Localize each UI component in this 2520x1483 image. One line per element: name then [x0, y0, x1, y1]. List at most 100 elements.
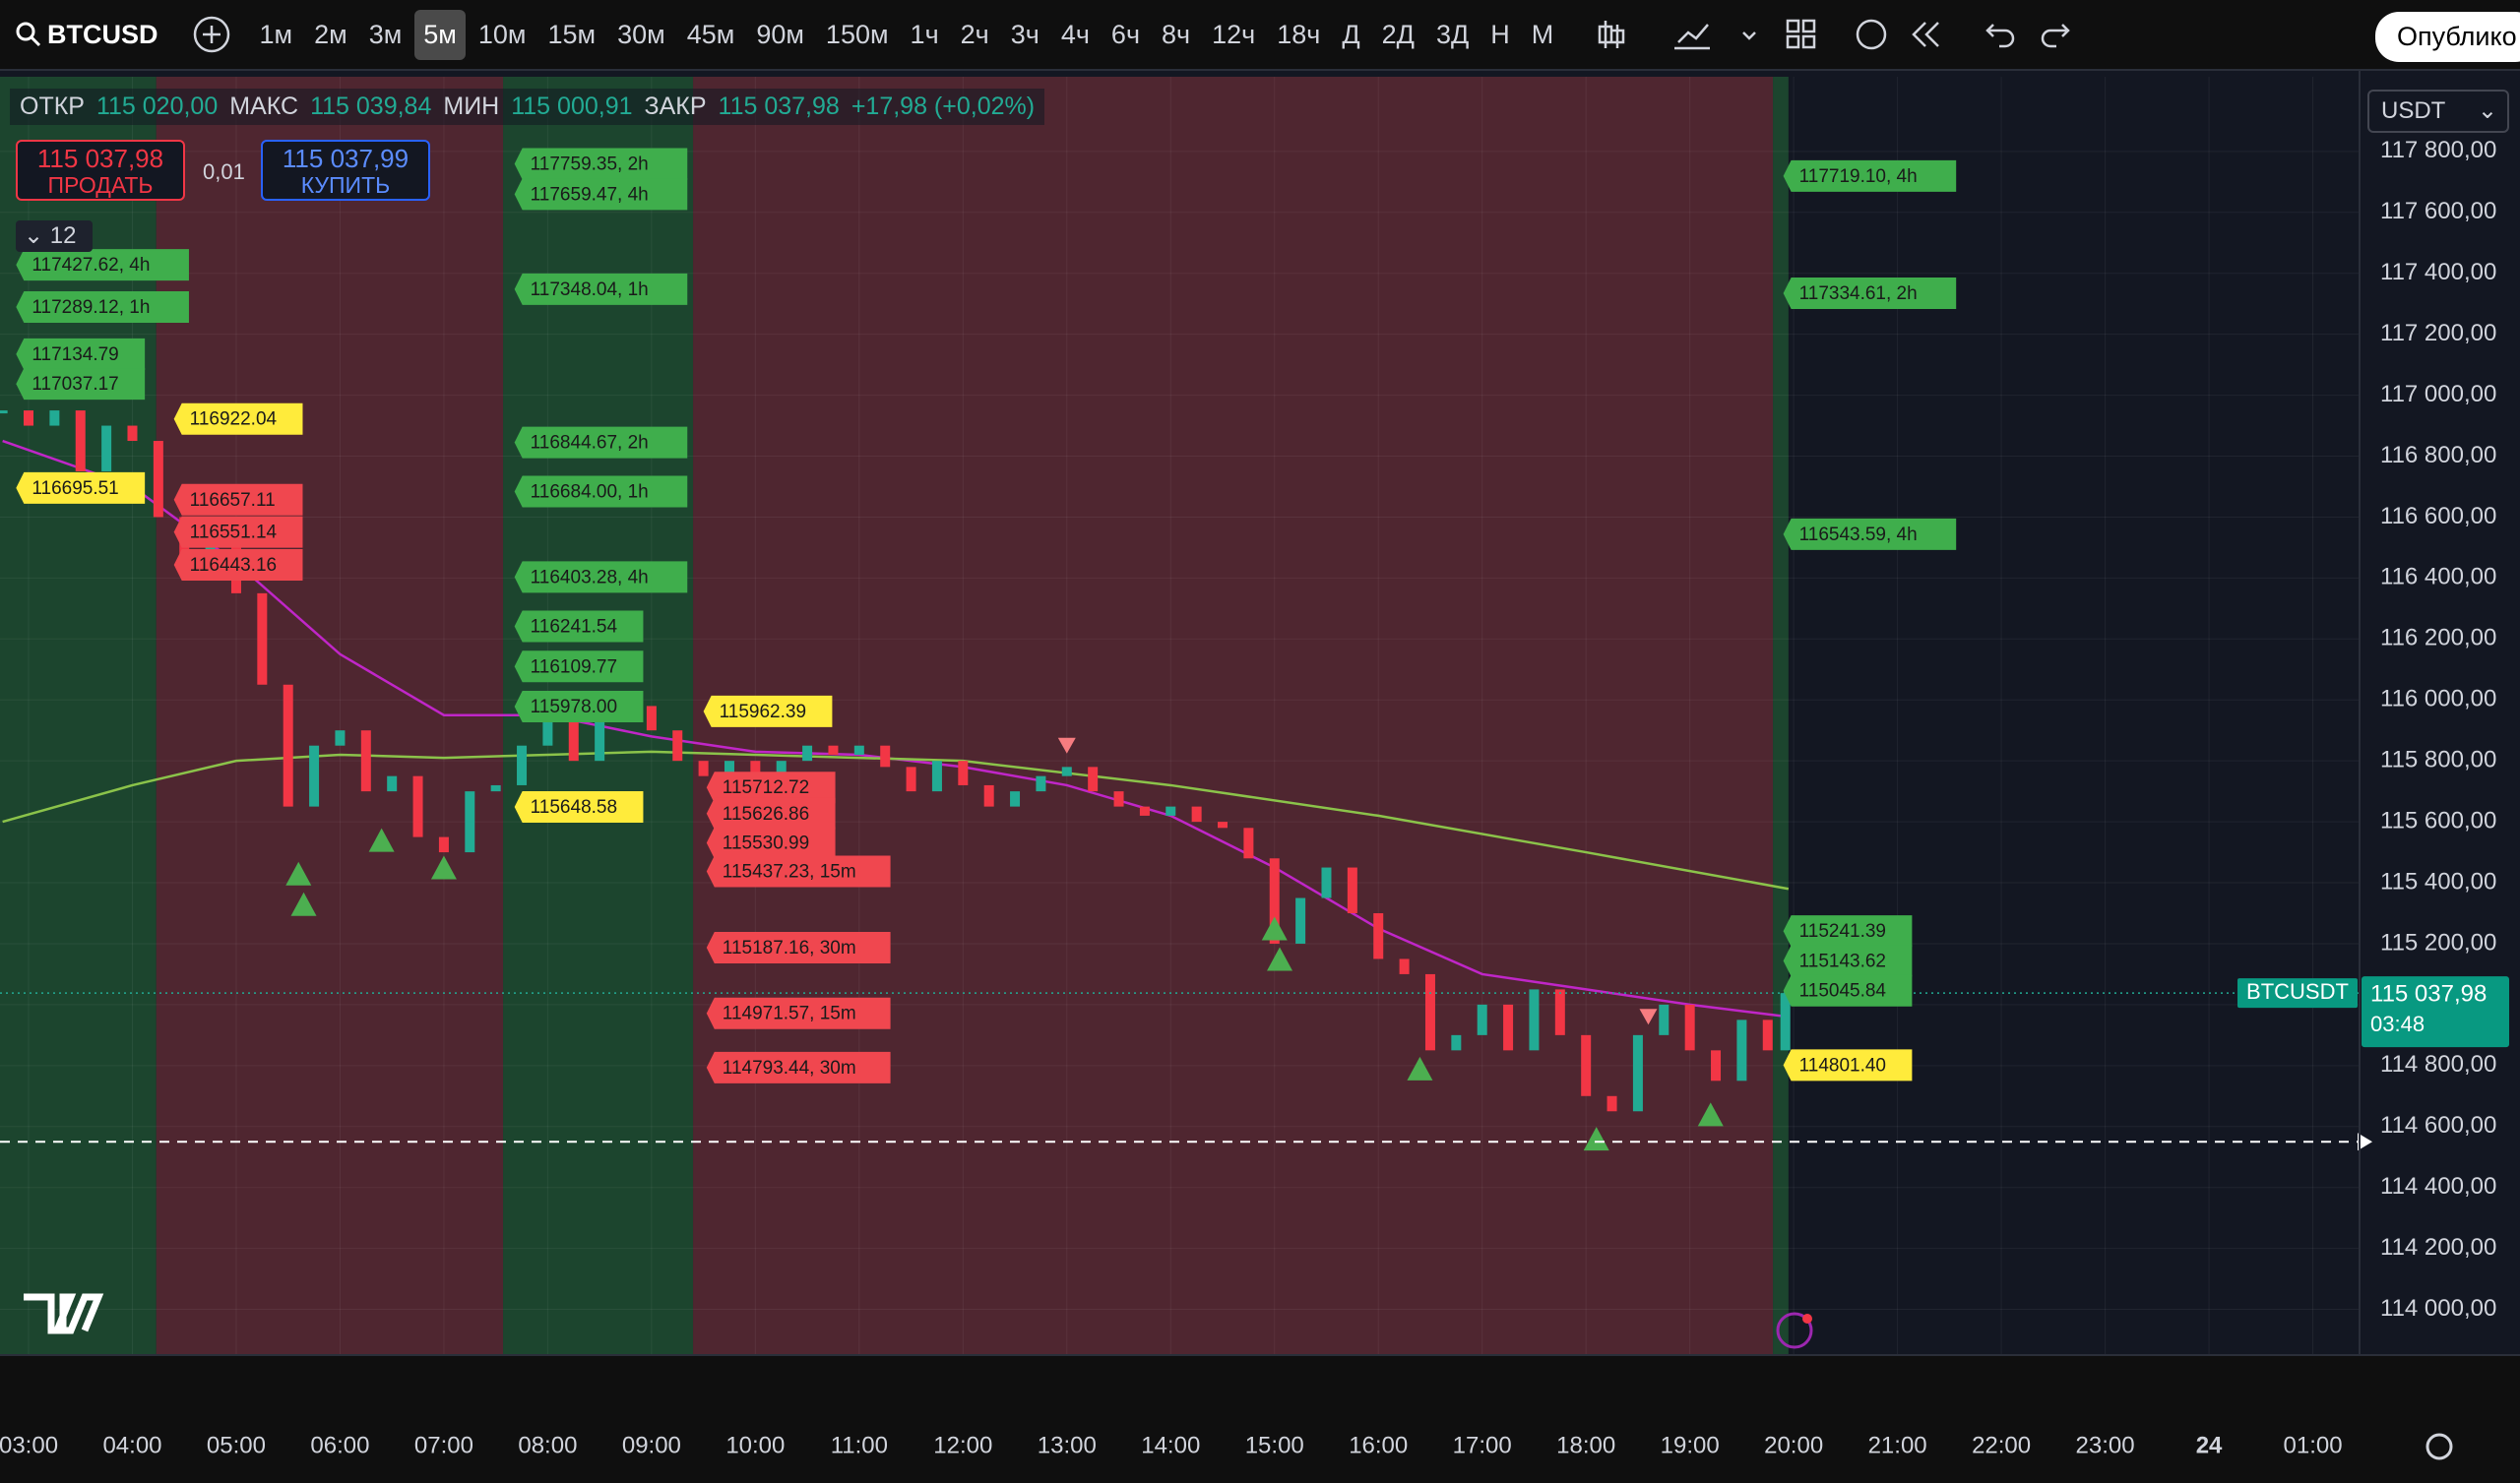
x-tick-label: 09:00	[622, 1432, 681, 1458]
x-tick-label: 13:00	[1038, 1432, 1097, 1458]
label-text: 115143.62	[1799, 951, 1886, 971]
interval[interactable]: 3ч	[1010, 19, 1040, 49]
interval[interactable]: 5м	[414, 9, 466, 60]
label-text: 117134.79	[32, 344, 118, 365]
interval[interactable]: М	[1531, 19, 1554, 49]
interval[interactable]: 18ч	[1277, 19, 1321, 49]
interval[interactable]: 2м	[314, 19, 347, 49]
indicators-toggle[interactable]: ⌄ 12	[16, 220, 93, 252]
candle	[958, 761, 969, 785]
y-tick-label: 116 000,00	[2380, 686, 2496, 712]
label-text: 117289.12, 1h	[32, 297, 150, 318]
alert-icon[interactable]	[1776, 1312, 1813, 1349]
candle	[153, 441, 163, 518]
label-box	[514, 691, 644, 723]
settings-icon[interactable]	[2426, 1433, 2453, 1460]
label-text: 115648.58	[531, 797, 617, 818]
interval[interactable]: 90м	[756, 19, 804, 49]
price-tag-text: 115 037,98	[2370, 980, 2487, 1007]
candle	[335, 730, 346, 746]
label-box	[706, 997, 891, 1029]
interval[interactable]: 3Д	[1435, 19, 1470, 49]
x-tick-label: 16:00	[1349, 1432, 1408, 1458]
candle	[1780, 993, 1791, 1051]
label-text: 116695.51	[32, 478, 118, 499]
interval[interactable]: 6ч	[1110, 19, 1141, 49]
symbol[interactable]: BTCUSD	[47, 19, 158, 49]
sell-price: 115 037,98	[36, 144, 164, 173]
interval[interactable]: 8ч	[1162, 19, 1191, 49]
interval[interactable]: 1ч	[910, 19, 939, 49]
label-box	[514, 610, 644, 643]
x-tick-label: 08:00	[518, 1432, 577, 1458]
symbol-tag	[2237, 978, 2358, 1009]
interval[interactable]: 15м	[547, 19, 597, 49]
label-box	[514, 178, 688, 211]
label-box	[706, 772, 836, 804]
label-box	[173, 402, 303, 435]
y-tick-label: 117 000,00	[2380, 381, 2496, 407]
interval[interactable]: 3м	[368, 19, 403, 49]
interval[interactable]: Н	[1490, 19, 1510, 49]
label-text: 116551.14	[190, 523, 278, 543]
buy-signal	[1261, 916, 1288, 941]
buy-button[interactable]: 115 037,99 КУПИТЬ	[261, 140, 430, 201]
candle	[24, 410, 34, 426]
candle	[1581, 1034, 1592, 1096]
interval[interactable]: 150м	[825, 19, 889, 49]
interval[interactable]: 1м	[259, 19, 293, 49]
level-label: 117759.35, 2h	[514, 148, 688, 180]
interval[interactable]: 45м	[686, 19, 735, 49]
legend-name: ЗАКР	[644, 93, 707, 120]
buy-signal	[430, 855, 457, 880]
interval[interactable]: 30м	[617, 19, 665, 49]
y-tick-label: 116 800,00	[2380, 442, 2496, 468]
add-symbol[interactable]	[192, 15, 231, 54]
interval[interactable]: 2Д	[1381, 19, 1415, 49]
candle	[0, 410, 8, 414]
interval[interactable]: 4ч	[1060, 19, 1090, 49]
candle	[1191, 806, 1202, 823]
candle	[360, 730, 371, 792]
level-label: 116551.14	[173, 516, 303, 548]
interval[interactable]: 12ч	[1212, 19, 1256, 49]
candle	[465, 791, 475, 853]
label-box	[16, 338, 146, 370]
time-axis-bg	[0, 1355, 2520, 1483]
label-text: 115712.72	[723, 777, 809, 798]
label-box	[514, 426, 688, 459]
moving-average	[2, 750, 1790, 891]
candle	[412, 775, 423, 837]
ohlc-legend: ОТКР 115 020,00 МАКС 115 039,84 МИН 115 000,9…	[10, 89, 1045, 125]
interval[interactable]: 2ч	[960, 19, 989, 49]
y-tick-label: 114 600,00	[2380, 1112, 2496, 1139]
sell-button[interactable]: 115 037,98 ПРОДАТЬ	[16, 140, 185, 201]
toolbar-icons[interactable]	[1586, 13, 2137, 56]
y-tick-label: 117 800,00	[2380, 137, 2496, 163]
candle	[1139, 806, 1150, 816]
search-icon[interactable]	[14, 20, 43, 49]
buy-signal	[290, 892, 317, 916]
label-box	[16, 249, 189, 281]
candle	[983, 784, 994, 807]
level-label: 115187.16, 30m	[706, 931, 891, 963]
candle	[1061, 767, 1072, 776]
candle	[490, 784, 501, 792]
candle	[542, 714, 553, 746]
level-label: 115648.58	[514, 791, 644, 824]
buy-signal	[285, 861, 312, 886]
level-label: 115241.39	[1783, 915, 1913, 948]
legend-value: 115 020,00	[95, 93, 219, 120]
label-box	[173, 516, 303, 548]
interval[interactable]: Д	[1342, 19, 1360, 49]
label-box	[706, 797, 836, 830]
interval[interactable]: 10м	[477, 19, 527, 49]
currency-select[interactable]: USDT ⌄	[2367, 90, 2509, 133]
label-text: 117348.04, 1h	[531, 279, 649, 300]
candle	[1554, 989, 1565, 1035]
level-label: 117037.17	[16, 368, 146, 401]
x-tick-label: 20:00	[1764, 1432, 1823, 1458]
publish-button[interactable]: Опублико	[2375, 12, 2520, 62]
candle	[49, 410, 60, 426]
